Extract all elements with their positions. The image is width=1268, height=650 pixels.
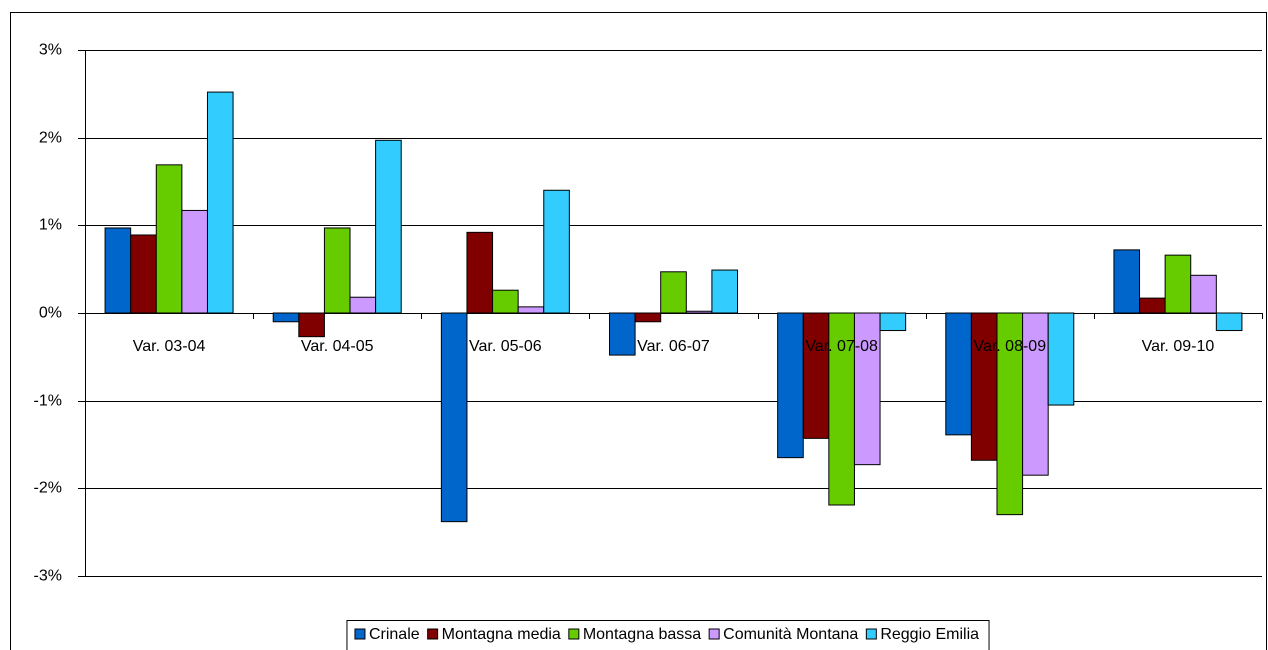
bar xyxy=(375,139,402,314)
bar xyxy=(298,312,325,338)
legend-label: Crinale xyxy=(369,626,420,643)
bar xyxy=(1022,312,1049,476)
y-tick-label: -2% xyxy=(34,480,62,497)
x-tick-label: Var. 05-06 xyxy=(469,338,542,355)
x-tick-label: Var. 03-04 xyxy=(133,338,206,355)
bar xyxy=(660,271,687,314)
y-tick-label: 2% xyxy=(39,130,62,147)
legend-label: Montagna bassa xyxy=(583,626,701,643)
bar xyxy=(1113,249,1141,314)
bar xyxy=(155,164,183,314)
bar xyxy=(1164,254,1192,314)
legend-swatch xyxy=(568,628,580,640)
x-tick-label: Var. 09-10 xyxy=(1142,338,1215,355)
bar xyxy=(272,312,300,323)
y-tick-label: -3% xyxy=(34,568,62,585)
bar xyxy=(1047,312,1075,406)
bar xyxy=(1190,274,1217,314)
chart-border xyxy=(10,12,1267,650)
y-tick-label: 0% xyxy=(39,305,62,322)
bar xyxy=(634,312,662,323)
bar xyxy=(349,296,377,314)
bar xyxy=(130,234,157,314)
y-tick-label: 1% xyxy=(39,217,62,234)
x-tick-label: Var. 08-09 xyxy=(973,338,1046,355)
bar xyxy=(181,209,208,314)
bar xyxy=(802,312,830,439)
legend-swatch xyxy=(427,628,439,640)
legend xyxy=(346,620,990,650)
legend-label: Reggio Emilia xyxy=(880,626,979,643)
bar xyxy=(970,312,998,461)
bar xyxy=(777,312,804,459)
legend-swatch xyxy=(865,628,877,640)
bar xyxy=(609,312,636,356)
legend-label: Montagna media xyxy=(442,626,561,643)
y-tick-label: 3% xyxy=(39,42,62,59)
legend-label: Comunità Montana xyxy=(723,626,858,643)
bar xyxy=(945,312,972,436)
y-tick-label: -1% xyxy=(34,393,62,410)
bar xyxy=(206,91,234,314)
bar xyxy=(828,312,855,506)
bar xyxy=(685,310,713,314)
bar xyxy=(543,189,570,314)
x-tick-label: Var. 06-07 xyxy=(637,338,710,355)
bar xyxy=(879,312,907,332)
bar xyxy=(1139,297,1166,314)
bar xyxy=(440,312,468,523)
bar xyxy=(466,231,494,314)
bar xyxy=(517,306,545,314)
legend-swatch xyxy=(354,628,366,640)
bar xyxy=(853,312,881,466)
bar xyxy=(711,269,739,314)
legend-swatch xyxy=(708,628,720,640)
bar xyxy=(1215,312,1243,332)
bar xyxy=(323,227,351,314)
x-tick-label: Var. 04-05 xyxy=(301,338,374,355)
x-tick-label: Var. 07-08 xyxy=(805,338,878,355)
bar xyxy=(492,289,519,314)
bar xyxy=(104,227,132,314)
